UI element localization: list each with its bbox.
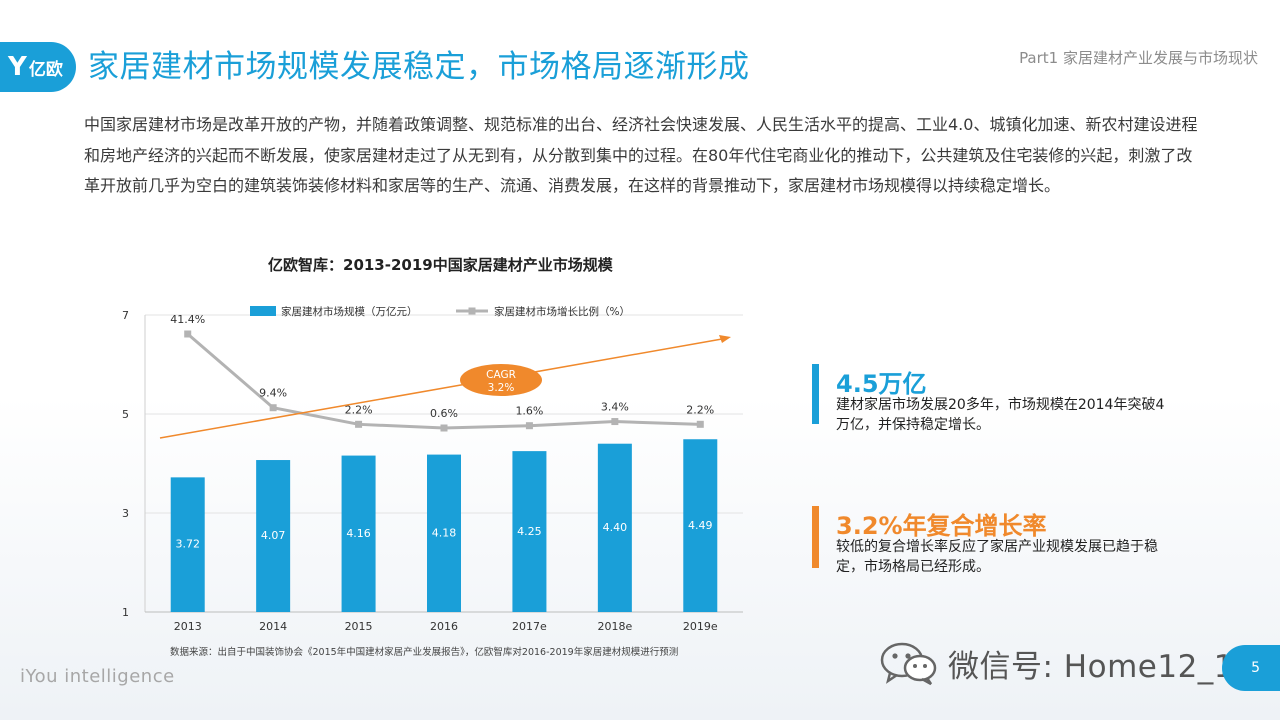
bar-value-label: 4.40 (603, 521, 628, 534)
wechat-watermark: 微信号: Home12_12 (878, 640, 1254, 686)
y-tick-label: 7 (122, 309, 129, 322)
bar (683, 439, 718, 612)
x-tick-label: 2017e (512, 620, 547, 633)
growth-point (440, 424, 448, 432)
yiou-logo: Y 亿欧 (0, 42, 76, 92)
footer-brand: iYou intelligence (20, 666, 175, 687)
kpi-value: 3.2%年复合增长率 (836, 512, 1047, 540)
y-tick-label: 3 (122, 507, 129, 520)
wechat-id: 微信号: Home12_12 (948, 648, 1255, 685)
y-tick-label: 5 (122, 408, 129, 421)
growth-point (525, 422, 533, 430)
section-label: Part1 家居建材产业发展与市场现状 (1019, 49, 1258, 67)
cagr-label: CAGR (486, 369, 516, 381)
chart-title: 亿欧智库：2013-2019中国家居建材产业市场规模 (268, 256, 613, 274)
cagr-value: 3.2% (488, 382, 515, 394)
growth-point (696, 420, 704, 428)
x-tick-label: 2019e (683, 620, 718, 633)
x-tick-label: 2015 (345, 620, 373, 633)
bar-value-label: 4.25 (517, 525, 542, 538)
bar-value-label: 4.49 (688, 519, 713, 532)
kpi-description: 较低的复合增长率反应了家居产业规模发展已趋于稳定，市场格局已经形成。 (836, 539, 1158, 575)
growth-point (269, 404, 277, 412)
market-size-chart: 1 3 5 7 3.72 4.07 4.16 4.18 4.25 4.40 4.49 2013 2014… (122, 305, 743, 633)
legend-label-bars: 家居建材市场规模（万亿元） (281, 305, 418, 318)
growth-value-label: 3.4% (601, 401, 629, 414)
y-tick-label: 1 (122, 606, 129, 619)
bar (512, 451, 547, 612)
x-tick-label: 2014 (259, 620, 287, 633)
growth-point (355, 420, 363, 428)
logo-text: 亿欧 (28, 59, 63, 80)
kpi-accent-bar (812, 506, 819, 568)
legend-swatch-point (468, 307, 476, 315)
bar-value-label: 4.18 (432, 526, 457, 539)
bar-value-label: 4.16 (346, 527, 371, 540)
page-title: 家居建材市场规模发展稳定，市场格局逐渐形成 (88, 49, 750, 85)
page-number: 5 (1222, 645, 1280, 691)
bar (170, 477, 205, 612)
legend-label-line: 家居建材市场增长比例（%） (494, 305, 630, 318)
growth-value-label: 9.4% (259, 387, 287, 400)
bar-value-label: 4.07 (261, 529, 286, 542)
growth-value-label: 0.6% (430, 407, 458, 420)
bar-value-label: 3.72 (175, 537, 200, 550)
bar (341, 455, 376, 612)
growth-value-label: 2.2% (345, 403, 373, 416)
logo-mark: Y (8, 52, 27, 82)
growth-point (611, 418, 619, 426)
growth-value-label: 1.6% (515, 405, 543, 418)
growth-value-label: 2.2% (686, 403, 714, 416)
intro-paragraph: 中国家居建材市场是改革开放的产物，并随着政策调整、规范标准的出台、经济社会快速发… (84, 115, 1198, 195)
kpi-accent-bar (812, 364, 819, 424)
data-source: 数据来源：出自于中国装饰协会《2015年中国建材家居产业发展报告》，亿欧智库对2… (170, 647, 679, 658)
kpi-value: 4.5万亿 (836, 370, 927, 398)
bar (597, 443, 632, 612)
growth-point (184, 330, 192, 338)
cagr-trend-arrow (159, 338, 723, 439)
bar (256, 460, 291, 612)
growth-value-label: 41.4% (170, 313, 205, 326)
kpi-description: 建材家居市场发展20多年，市场规模在2014年突破4万亿，并保持稳定增长。 (836, 397, 1165, 433)
x-tick-label: 2016 (430, 620, 458, 633)
legend-swatch-bars (250, 306, 276, 316)
x-tick-label: 2013 (174, 620, 202, 633)
cagr-arrow-head (719, 335, 731, 343)
bar (427, 454, 461, 612)
cagr-bubble (460, 364, 542, 396)
x-tick-label: 2018e (597, 620, 632, 633)
wechat-icon (880, 642, 937, 686)
